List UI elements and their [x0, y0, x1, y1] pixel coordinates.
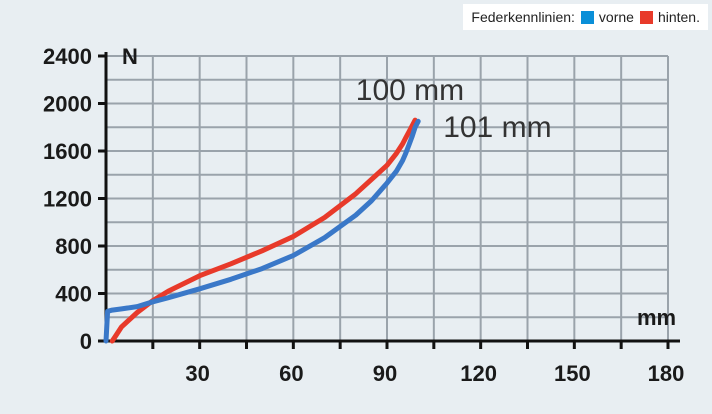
- annotation-101mm: 101 mm: [443, 111, 551, 144]
- series-line-vorne: [103, 118, 421, 344]
- y-tick-label-800: 800: [55, 234, 92, 259]
- legend-title: Federkennlinien:: [471, 9, 575, 25]
- x-tick-label-120: 120: [460, 361, 497, 386]
- x-tick-label-60: 60: [279, 361, 303, 386]
- y-axis-unit: N: [122, 44, 138, 69]
- x-tick-label-180: 180: [648, 361, 685, 386]
- grid: [106, 55, 669, 341]
- legend-rear-swatch: [639, 10, 653, 24]
- y-tick-label-1200: 1200: [43, 187, 92, 212]
- x-axis-unit: mm: [637, 305, 676, 330]
- series-line-hinten: [109, 117, 418, 344]
- y-tick-label-400: 400: [55, 282, 92, 307]
- x-tick-label-90: 90: [373, 361, 397, 386]
- labels: 0 400 800 1200 1600 2000 2400 30 60 90 120 150 180 10…: [43, 44, 684, 386]
- x-tick-label-30: 30: [185, 361, 209, 386]
- x-tick-label-150: 150: [554, 361, 591, 386]
- legend-front-swatch: [580, 10, 594, 24]
- y-tick-label-2400: 2400: [43, 44, 92, 69]
- y-tick-label-1600: 1600: [43, 139, 92, 164]
- legend-rear-label: hinten.: [657, 9, 700, 25]
- legend: Federkennlinien: vorne hinten.: [463, 4, 708, 30]
- axes: [98, 52, 680, 349]
- y-tick-label-2000: 2000: [43, 92, 92, 117]
- series-group: [103, 117, 421, 344]
- legend-front-label: vorne: [598, 9, 634, 25]
- annotation-100mm: 100 mm: [356, 74, 464, 107]
- y-tick-label-0: 0: [80, 329, 92, 354]
